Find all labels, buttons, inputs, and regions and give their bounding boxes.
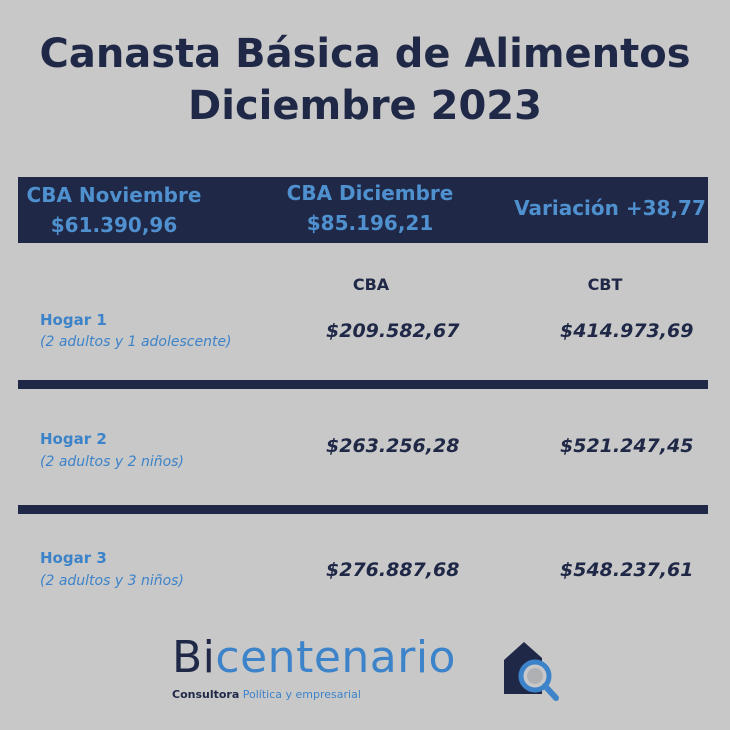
logo-centenario: centenario: [215, 632, 456, 683]
diciembre-label: CBA Diciembre: [286, 181, 454, 205]
hogar-2-cbt: $521.247,45: [560, 435, 694, 457]
summary-bar: CBA Noviembre $61.390,96 CBA Diciembre $…: [18, 177, 708, 243]
row-divider: [18, 380, 708, 389]
hogar-2-cba: $263.256,28: [326, 435, 460, 457]
hogar-2-name: Hogar 2: [40, 430, 107, 448]
hogar-1-name: Hogar 1: [40, 311, 107, 329]
brand-logo: Bicentenario: [172, 636, 456, 680]
diciembre-value: $85.196,21: [306, 211, 434, 235]
hogar-2-desc: (2 adultos y 2 niños): [40, 454, 184, 470]
hogar-3-cbt: $548.237,61: [560, 559, 694, 581]
page-title: Canasta Básica de Alimentos: [39, 31, 691, 77]
noviembre-value: $61.390,96: [50, 213, 178, 237]
hogar-3-name: Hogar 3: [40, 549, 107, 567]
hogar-1-cbt: $414.973,69: [560, 320, 694, 342]
hogar-1-cba: $209.582,67: [326, 320, 460, 342]
house-magnifier-icon: [504, 642, 559, 701]
summary-variacion: Variación +38,77: [514, 196, 706, 220]
page-subtitle: Diciembre 2023: [188, 83, 542, 129]
summary-diciembre: CBA Diciembre $85.196,21: [272, 178, 468, 238]
column-header-cba: CBA: [352, 275, 390, 294]
row-divider: [18, 505, 708, 514]
summary-noviembre: CBA Noviembre $61.390,96: [18, 180, 210, 240]
column-header-cbt: CBT: [587, 275, 623, 294]
logo-sub-consultora: Consultora: [172, 688, 240, 701]
noviembre-label: CBA Noviembre: [26, 183, 202, 207]
logo-bi: Bi: [172, 632, 216, 683]
hogar-3-cba: $276.887,68: [326, 559, 460, 581]
logo-sub-politica: Política y empresarial: [242, 688, 361, 701]
logo-subtitle: Consultora Política y empresarial: [172, 688, 361, 701]
hogar-3-desc: (2 adultos y 3 niños): [40, 573, 184, 589]
hogar-1-desc: (2 adultos y 1 adolescente): [40, 334, 232, 350]
